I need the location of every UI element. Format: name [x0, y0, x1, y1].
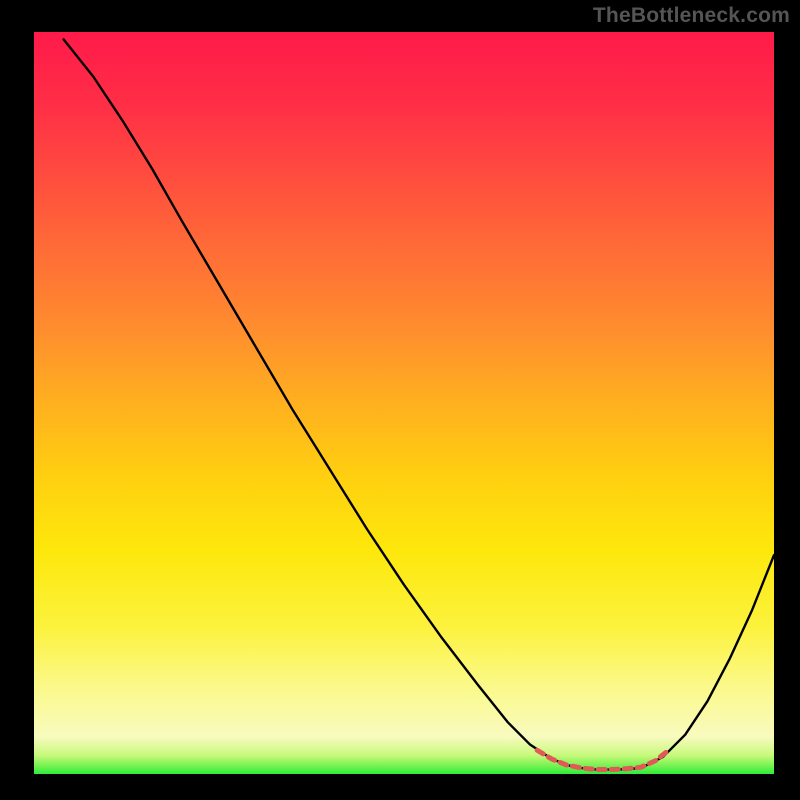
chart-container: TheBottleneck.com: [0, 0, 800, 800]
curve-chart: [0, 0, 800, 800]
plot-background: [34, 32, 774, 774]
watermark-text: TheBottleneck.com: [593, 4, 790, 28]
